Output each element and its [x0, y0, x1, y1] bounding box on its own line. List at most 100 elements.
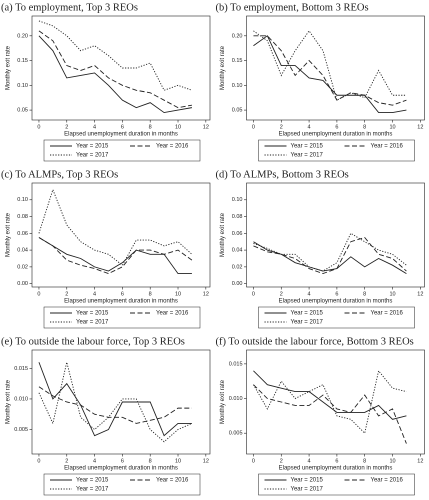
panel: (e) To outside the labour force, Top 3 R… — [1, 336, 211, 496]
plot-frame — [246, 15, 425, 121]
y-tick-label: 0.00 — [17, 281, 28, 287]
legend-label: Year = 2017 — [291, 320, 324, 326]
legend-label: Year = 2015 — [291, 478, 324, 484]
x-tick-label: 4 — [93, 124, 96, 130]
series-line — [38, 386, 192, 424]
legend-label: Year = 2016 — [156, 311, 189, 317]
panel-title: (b) To employment, Bottom 3 REOs — [216, 2, 369, 13]
y-tick-label: 0.06 — [232, 231, 243, 237]
x-tick-label: 6 — [335, 124, 338, 130]
legend-label: Year = 2016 — [156, 478, 189, 484]
y-axis-label: Monthly exit rate — [6, 379, 12, 424]
y-tick-label: 0.06 — [17, 231, 28, 237]
legend-box — [258, 473, 415, 496]
series-line — [38, 20, 193, 91]
plot-frame — [246, 349, 425, 455]
series-line — [38, 237, 192, 275]
x-tick-label: 4 — [93, 458, 96, 464]
panel-title: (d) To ALMPs, Bottom 3 REOs — [216, 169, 349, 180]
y-axis-label: Monthly exit rate — [6, 212, 12, 257]
legend-box — [258, 139, 415, 162]
x-tick-label: 2 — [65, 458, 68, 464]
x-axis-label: Elapsed unemployment duration in months — [279, 299, 393, 305]
panel: (a) To employment, Top 3 REOs 0.05 0.10 0.1… — [1, 2, 211, 162]
legend-label: Year = 2015 — [76, 311, 109, 317]
y-axis-label: Monthly exit rate — [6, 45, 12, 90]
y-tick-label: 0.05 — [17, 108, 28, 114]
series-line — [38, 35, 192, 114]
y-tick-label: 0.02 — [232, 264, 243, 270]
x-tick-label: 4 — [93, 291, 96, 297]
panel-title: (e) To outside the labour force, Top 3 R… — [1, 336, 185, 347]
series-line — [38, 30, 192, 109]
legend-label: Year = 2017 — [291, 153, 324, 159]
x-tick-label: 10 — [175, 458, 181, 464]
y-axis-label: Monthly exit rate — [220, 212, 226, 257]
y-tick-label: 0.005 — [14, 427, 28, 433]
x-tick-label: 0 — [37, 458, 40, 464]
x-tick-label: 0 — [252, 291, 255, 297]
series-line — [253, 35, 407, 106]
series-line — [253, 384, 407, 444]
x-tick-label: 8 — [363, 291, 366, 297]
x-tick-label: 6 — [121, 124, 124, 130]
y-tick-label: 0.20 — [17, 33, 28, 39]
y-tick-label: 0.10 — [232, 83, 243, 89]
x-tick-label: 8 — [363, 458, 366, 464]
y-tick-label: 0.15 — [17, 58, 28, 64]
plot-frame — [31, 15, 211, 121]
series-line — [253, 370, 407, 420]
x-tick-label: 2 — [280, 124, 283, 130]
x-tick-label: 4 — [308, 124, 311, 130]
y-tick-label: 0.00 — [232, 281, 243, 287]
y-tick-label: 0.10 — [17, 83, 28, 89]
y-tick-label: 0.02 — [17, 264, 28, 270]
x-tick-label: 4 — [308, 458, 311, 464]
x-axis-label: Elapsed unemployment duration in months — [64, 466, 178, 472]
y-tick-label: 0.15 — [232, 58, 243, 64]
panel: (b) To employment, Bottom 3 REOs 0.05 0.10… — [216, 2, 425, 162]
y-tick-label: 0.10 — [17, 197, 28, 203]
x-tick-label: 8 — [149, 124, 152, 130]
x-tick-label: 4 — [308, 291, 311, 297]
x-axis-label: Elapsed unemployment duration in months — [279, 132, 393, 138]
x-tick-label: 12 — [203, 458, 209, 464]
x-tick-label: 10 — [389, 124, 395, 130]
legend-label: Year = 2015 — [291, 144, 324, 150]
series-line — [253, 35, 407, 114]
x-tick-label: 8 — [149, 291, 152, 297]
panel-title: (c) To ALMPs, Top 3 REOs — [1, 169, 118, 180]
legend-box — [43, 473, 201, 496]
series-line — [253, 237, 407, 275]
panel: (d) To ALMPs, Bottom 3 REOs 0.00 0.02 0.04 0… — [216, 169, 425, 329]
series-line — [253, 232, 407, 272]
x-tick-label: 10 — [175, 291, 181, 297]
x-tick-label: 0 — [252, 458, 255, 464]
x-tick-label: 12 — [417, 458, 423, 464]
series-line — [253, 30, 407, 101]
y-tick-label: 0.005 — [229, 431, 243, 437]
y-tick-label: 0.015 — [14, 366, 28, 372]
legend-box — [43, 139, 201, 162]
y-tick-label: 0.08 — [232, 214, 243, 220]
legend-label: Year = 2016 — [371, 311, 404, 317]
panel-title: (f) To outside the labour force, Bottom … — [216, 336, 414, 347]
series-line — [38, 188, 193, 266]
x-tick-label: 10 — [175, 124, 181, 130]
y-tick-label: 0.015 — [229, 361, 243, 367]
x-tick-label: 6 — [335, 291, 338, 297]
x-tick-label: 0 — [37, 291, 40, 297]
plot-frame — [31, 349, 211, 455]
y-axis-label: Monthly exit rate — [220, 379, 226, 424]
x-tick-label: 10 — [389, 291, 395, 297]
x-tick-label: 6 — [121, 458, 124, 464]
series-line — [38, 362, 193, 443]
legend-label: Year = 2017 — [76, 153, 109, 159]
y-tick-label: 0.04 — [17, 248, 28, 254]
x-tick-label: 12 — [203, 124, 209, 130]
x-tick-label: 12 — [203, 291, 209, 297]
legend-label: Year = 2017 — [76, 320, 109, 326]
legend-label: Year = 2016 — [371, 478, 404, 484]
x-tick-label: 0 — [37, 124, 40, 130]
